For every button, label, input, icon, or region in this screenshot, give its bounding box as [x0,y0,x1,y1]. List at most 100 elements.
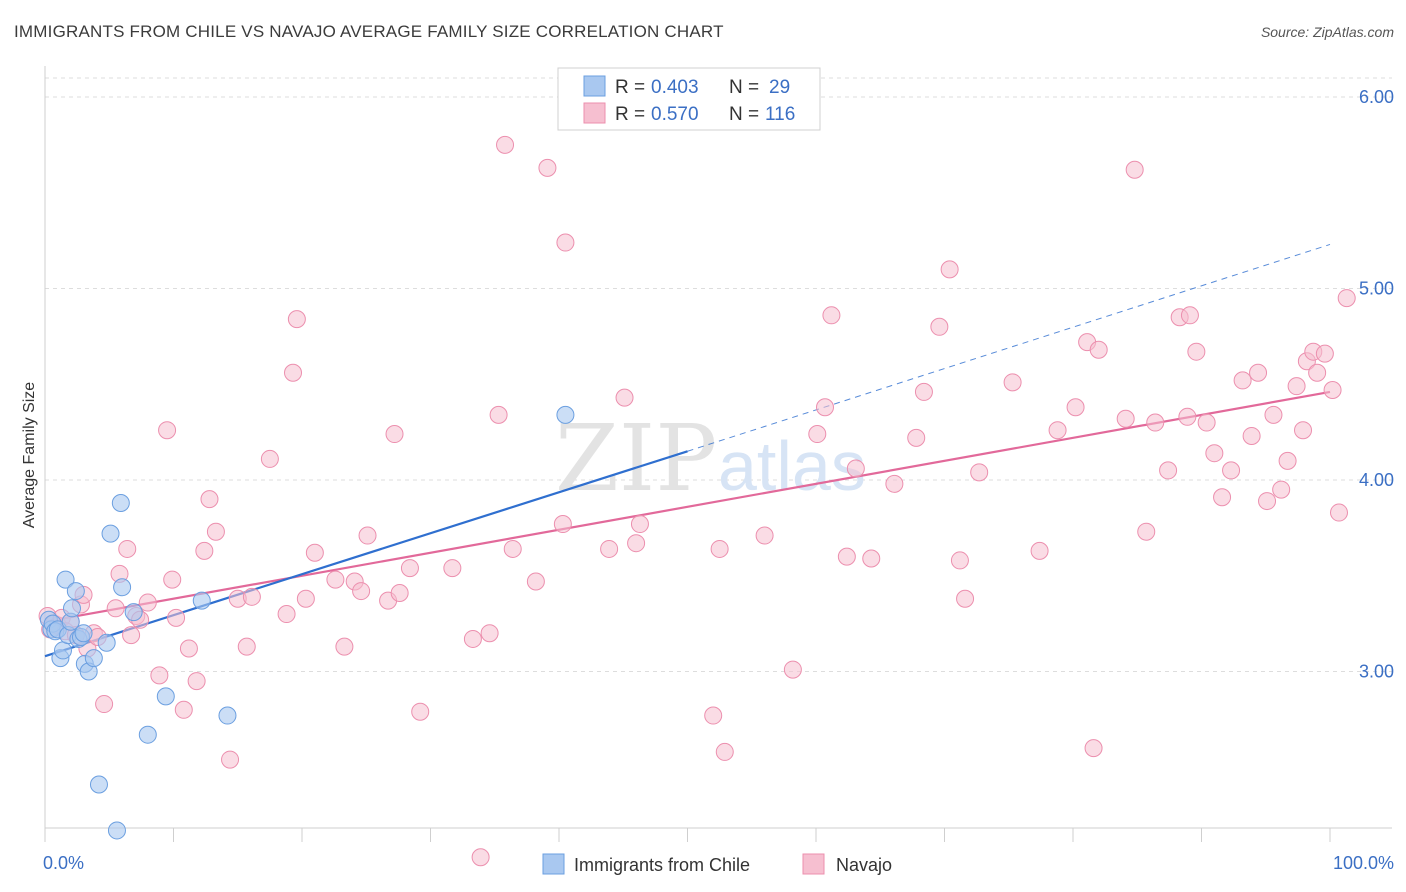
data-point-navajo [237,637,256,656]
data-point-navajo [914,382,933,401]
data-point-navajo [553,515,572,534]
data-point-navajo [335,637,354,656]
legend-n-value-navajo: 116 [765,104,795,125]
data-point-navajo [503,539,522,558]
data-point-chile [111,493,130,512]
data-point-navajo [1178,407,1197,426]
legend-swatch-navajo [583,102,606,124]
data-point-navajo [600,539,619,558]
zipatlas-watermark: ZIP atlas [555,405,866,512]
data-point-navajo [1264,405,1283,424]
data-point-chile [53,641,72,660]
data-point-chile [74,624,93,643]
watermark-zip: ZIP [555,405,717,512]
data-point-navajo [885,474,904,493]
chart-title: IMMIGRANTS FROM CHILE VS NAVAJO AVERAGE … [14,22,724,41]
y-tick-label: 6.00 [1359,87,1394,107]
data-points [38,135,1356,867]
data-point-navajo [174,700,193,719]
data-point-navajo [385,425,404,444]
data-point-navajo [1030,541,1049,560]
data-point-navajo [907,428,926,447]
data-point-navajo [755,526,774,545]
data-point-chile [113,578,132,597]
data-point-navajo [221,750,240,769]
data-point-chile [156,687,175,706]
data-point-navajo [106,599,125,618]
data-point-navajo [1187,342,1206,361]
data-point-navajo [463,629,482,648]
data-point-chile [138,725,157,744]
data-point-navajo [956,589,975,608]
data-point-navajo [1003,373,1022,392]
data-point-navajo [862,549,881,568]
data-point-chile [97,633,116,652]
data-point-navajo [158,421,177,440]
data-point-navajo [808,425,827,444]
x-tick-label: 0.0% [43,853,84,873]
data-point-navajo [296,589,315,608]
data-point-chile [66,582,85,601]
data-point-navajo [538,158,557,177]
data-point-navajo [846,459,865,478]
data-point-navajo [837,547,856,566]
data-point-navajo [326,570,345,589]
data-point-navajo [1197,413,1216,432]
data-point-navajo [1233,371,1252,390]
data-point-navajo [167,608,186,627]
data-point-navajo [242,587,261,606]
data-point-navajo [1258,492,1277,511]
data-point-navajo [471,848,490,867]
data-point-navajo [526,572,545,591]
data-point-navajo [390,583,409,602]
source-credit: Source: ZipAtlas.com [1260,24,1394,40]
data-point-navajo [815,398,834,417]
data-point-navajo [1205,444,1224,463]
legend-n-value-chile: 29 [769,77,790,98]
data-point-navajo [1222,461,1241,480]
data-point-chile [56,570,75,589]
data-point-navajo [260,449,279,468]
data-point-navajo [352,582,371,601]
data-point-navajo [822,306,841,325]
data-point-chile [84,649,103,668]
data-point-navajo [1146,413,1165,432]
axes [44,66,1392,842]
data-point-navajo [1089,340,1108,359]
data-point-navajo [1180,306,1199,325]
data-point-chile [556,405,575,424]
data-point-navajo [1272,480,1291,499]
trend-line-navajo [44,390,1331,623]
data-point-navajo [950,551,969,570]
data-point-navajo [556,233,575,252]
bottom-legend-label-navajo: Navajo [836,855,892,875]
data-point-navajo [1116,409,1135,428]
data-point-navajo [277,605,296,624]
data-point-navajo [187,672,206,691]
trend-line-chile-extension [687,243,1331,452]
tick-labels: 3.00 4.00 5.00 6.00 0.0% 100.0% [43,87,1394,873]
data-point-navajo [783,660,802,679]
data-point-navajo [195,541,214,560]
y-tick-label: 3.00 [1359,662,1394,682]
bottom-legend-swatch-navajo [802,853,825,875]
data-point-navajo [1125,160,1144,179]
data-point-navajo [627,534,646,553]
data-point-navajo [118,539,137,558]
data-point-chile [89,775,108,794]
data-point-chile [192,591,211,610]
gridlines [45,77,1392,672]
data-point-navajo [715,742,734,761]
data-point-navajo [284,363,303,382]
legend-r-label-navajo: R = [615,104,645,125]
data-point-navajo [1137,522,1156,541]
data-point-navajo [150,666,169,685]
legend-swatch-chile [583,75,606,97]
data-point-navajo [411,702,430,721]
data-point-navajo [1294,421,1313,440]
y-axis-title: Average Family Size [21,382,38,529]
data-point-navajo [1308,363,1327,382]
trend-line-chile [44,450,688,658]
data-point-navajo [1066,398,1085,417]
data-point-navajo [1287,377,1306,396]
